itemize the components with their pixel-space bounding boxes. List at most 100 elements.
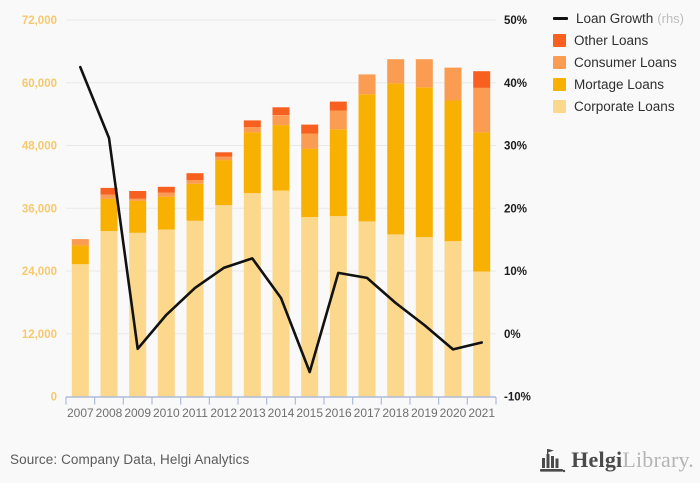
bar-segment <box>329 110 347 130</box>
axis-tick-label: 0% <box>504 329 521 341</box>
bar-segment <box>272 115 290 126</box>
axis-tick-label: 60,000 <box>22 78 57 90</box>
axis-tick-label: 2015 <box>296 406 323 420</box>
bar-segment <box>358 94 376 222</box>
bar-segment <box>329 101 347 111</box>
axis-tick-label: 2007 <box>67 406 94 420</box>
bar-segment <box>243 127 261 133</box>
bar-segment <box>215 152 233 157</box>
legend-color-swatch <box>553 55 566 69</box>
bar-segment <box>71 239 89 246</box>
bar-segment <box>444 67 462 101</box>
bar-segment <box>100 187 118 195</box>
axis-tick-label: 2010 <box>153 406 180 420</box>
bar-segment <box>100 194 118 199</box>
source-text: Source: Company Data, Helgi Analytics <box>10 452 250 467</box>
bar-segment <box>301 148 319 218</box>
bar-segment <box>215 156 233 161</box>
bar-segment <box>186 173 204 180</box>
axis-tick-label: 20% <box>504 203 527 215</box>
axis-tick-label: 2017 <box>354 406 381 420</box>
bar-segment <box>157 186 175 193</box>
bar-segment <box>358 74 376 95</box>
axis-tick-label: 24,000 <box>22 266 57 278</box>
bar-segment <box>215 205 233 397</box>
legend-label: Corporate Loans <box>574 98 675 114</box>
bar-segment <box>272 125 290 191</box>
legend-color-swatch <box>553 77 566 91</box>
bar-segment <box>387 234 405 397</box>
bar-segment <box>473 71 491 88</box>
bar-segment <box>157 229 175 397</box>
axis-tick-label: 2021 <box>468 406 495 420</box>
loan-growth-line <box>79 65 484 374</box>
axis-tick-label: 2013 <box>239 406 266 420</box>
bar-segment <box>157 192 175 197</box>
bar-segment <box>243 132 261 194</box>
bar-segment <box>415 237 433 397</box>
bar-segment <box>387 83 405 235</box>
axis-tick-label: 2020 <box>440 406 467 420</box>
axis-tick-label: 36,000 <box>22 203 57 215</box>
logo-text-library: Library. <box>622 446 694 472</box>
axis-tick-label: 2019 <box>411 406 438 420</box>
logo-text-helgi: Helgi <box>571 446 623 472</box>
legend-item-other-loans: Other Loans <box>553 29 699 51</box>
axis-tick-label: 0 <box>51 392 57 404</box>
loans-chart: 0 -10% 12,000 0% 24,000 10% 36,000 20% 48,000 30%… <box>22 15 531 420</box>
footer: Source: Company Data, Helgi Analytics He… <box>0 436 700 483</box>
axis-tick-label: -10% <box>504 392 531 404</box>
bar-segment <box>301 124 319 134</box>
legend-item-mortage-loans: Mortage Loans <box>553 73 699 95</box>
axis-tick-label: 2012 <box>210 406 237 420</box>
axis-tick-label: 30% <box>504 141 527 153</box>
bar-segment <box>444 241 462 397</box>
axis-tick-label: 2014 <box>268 406 295 420</box>
bar-segment <box>301 133 319 149</box>
bar-segment <box>473 88 491 133</box>
bar-segment <box>129 191 147 199</box>
bar-segment <box>71 245 89 265</box>
bar-segment <box>100 198 118 232</box>
bar-segment <box>387 59 405 84</box>
legend-label: Loan Growth <box>576 10 654 26</box>
bar-segment <box>272 107 290 116</box>
bar-segment <box>473 132 491 272</box>
bar-segment <box>329 129 347 217</box>
legend-item-consumer-loans: Consumer Loans <box>553 51 699 73</box>
bar-segment <box>186 180 204 184</box>
axis-tick-label: 72,000 <box>22 15 57 27</box>
axis-tick-label: 48,000 <box>22 141 57 153</box>
bars-group <box>71 59 491 397</box>
chart-legend: Loan Growth (rhs) Other Loans Consumer Loan… <box>553 7 699 117</box>
bar-segment <box>129 232 147 397</box>
bar-segment <box>186 183 204 221</box>
helgi-library-logo: Helgi Library. <box>539 445 694 474</box>
legend-suffix-rhs: (rhs) <box>657 10 685 26</box>
axis-tick-label: 2016 <box>325 406 352 420</box>
bar-segment <box>100 231 118 397</box>
bar-segment <box>186 220 204 397</box>
legend-line-marker <box>553 16 568 20</box>
axis-tick-label: 40% <box>504 78 527 90</box>
bar-segment <box>129 200 147 233</box>
legend-label: Other Loans <box>574 32 649 48</box>
bar-segment <box>329 216 347 397</box>
legend-label: Mortage Loans <box>574 76 665 92</box>
bar-segment <box>243 120 261 128</box>
axis-tick-label: 50% <box>504 15 527 27</box>
axis-tick-label: 2011 <box>182 406 208 420</box>
legend-label: Consumer Loans <box>574 54 677 70</box>
axis-tick-label: 10% <box>504 266 527 278</box>
bar-segment <box>415 87 433 238</box>
legend-item-loan-growth: Loan Growth (rhs) <box>553 7 699 29</box>
axis-tick-label: 2008 <box>96 406 123 420</box>
bar-segment <box>129 198 147 201</box>
bar-segment <box>71 264 89 397</box>
axis-tick-label: 2009 <box>124 406 151 420</box>
bar-segment <box>243 193 261 397</box>
bar-segment <box>415 59 433 88</box>
legend-color-swatch <box>553 33 566 47</box>
axis-tick-label: 12,000 <box>22 329 57 341</box>
bar-segment <box>157 196 175 230</box>
